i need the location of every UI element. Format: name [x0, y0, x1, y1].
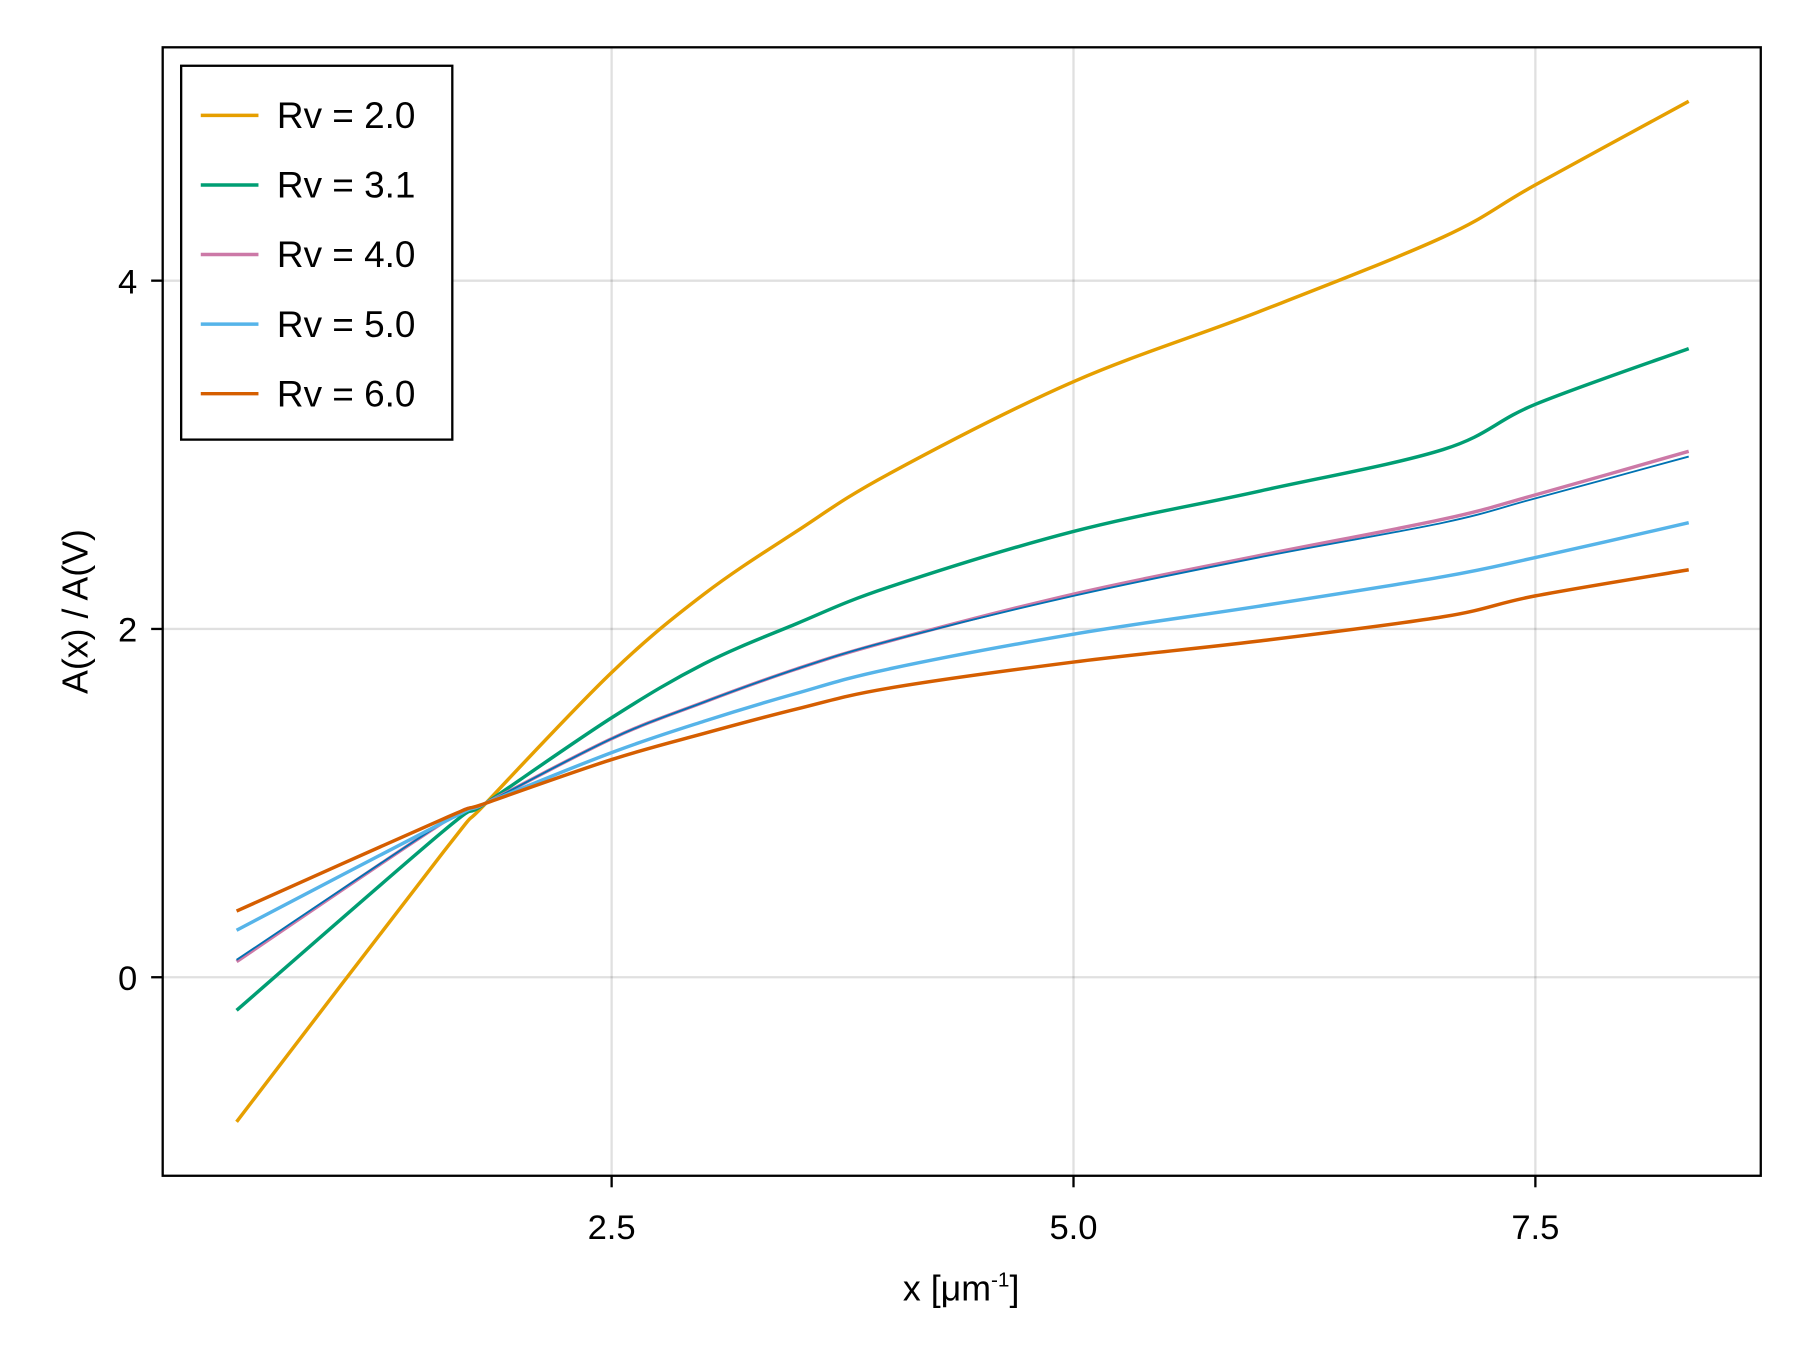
legend-label: Rv = 2.0 — [277, 95, 415, 136]
series-line — [235, 346, 1690, 1012]
x-tick-label: 7.5 — [1511, 1209, 1559, 1247]
x-tick-label: 5.0 — [1049, 1209, 1097, 1247]
x-axis-label: x [μm-1] — [903, 1268, 1020, 1308]
y-tick-label: 2 — [118, 612, 137, 650]
y-axis-label: A(x) / A(V) — [56, 529, 96, 694]
x-tick-label: 2.5 — [588, 1209, 636, 1247]
axis-ticks: 2.5 5.0 7.5 0 2 4 — [118, 263, 1559, 1247]
y-tick-label: 0 — [118, 960, 137, 998]
legend: Rv = 2.0 Rv = 3.1 Rv = 4.0 Rv = 5.0 Rv = 6.0 — [180, 64, 454, 441]
legend-label: Rv = 6.0 — [277, 373, 415, 414]
legend-label: Rv = 5.0 — [277, 304, 415, 345]
series-lines — [235, 99, 1690, 1123]
plot-frame — [161, 46, 1762, 1177]
series-line — [235, 99, 1690, 1123]
series-line — [235, 521, 1690, 932]
series-line — [236, 455, 1689, 961]
series-line — [235, 449, 1690, 964]
legend-label: Rv = 4.0 — [277, 234, 415, 275]
legend-box — [180, 64, 454, 441]
legend-label: Rv = 3.1 — [277, 165, 415, 206]
series-line — [235, 568, 1690, 913]
y-tick-label: 4 — [118, 263, 137, 301]
